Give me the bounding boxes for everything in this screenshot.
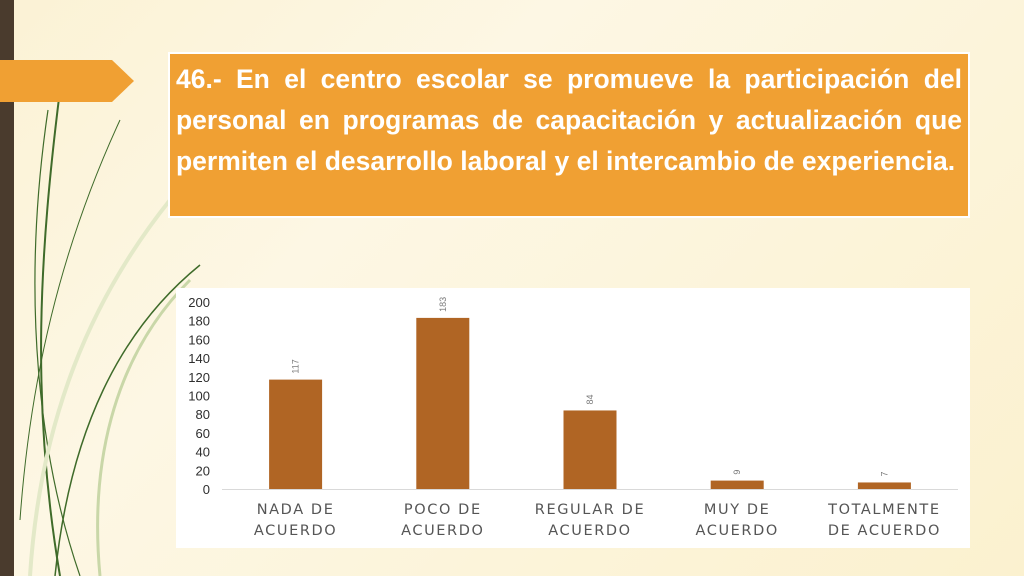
bar-data-label: 117 — [291, 359, 301, 373]
y-tick-label: 140 — [188, 351, 210, 366]
bar — [710, 480, 764, 489]
x-category-label: REGULAR DE ACUERDO — [525, 500, 655, 542]
y-tick-label: 80 — [196, 407, 210, 422]
x-category-line: TOTALMENTE — [828, 502, 941, 518]
y-tick-label: 20 — [196, 463, 210, 478]
y-tick-label: 200 — [188, 295, 210, 310]
x-category-line: ACUERDO — [695, 523, 779, 539]
bar-data-label: 183 — [438, 297, 448, 312]
bar — [269, 379, 323, 489]
orange-arrow-shape — [0, 60, 134, 102]
x-category-line: ACUERDO — [253, 523, 338, 539]
y-tick-label: 40 — [196, 445, 210, 460]
bar-data-label: 84 — [585, 394, 595, 404]
y-tick-label: 100 — [188, 389, 210, 404]
x-category-line: NADA DE — [256, 502, 335, 518]
x-category-line: MUY DE — [703, 502, 771, 518]
y-tick-label: 0 — [203, 482, 210, 497]
title-box: 46.- En el centro escolar se promueve la… — [168, 52, 970, 218]
x-category-line: ACUERDO — [548, 523, 632, 539]
y-tick-label: 180 — [188, 314, 210, 329]
bar — [857, 482, 911, 489]
x-category-line: DE ACUERDO — [827, 523, 941, 539]
x-category-line: REGULAR DE — [534, 502, 646, 518]
x-category-line: ACUERDO — [401, 523, 485, 539]
x-category-line: POCO DE — [403, 502, 482, 518]
y-tick-label: 160 — [188, 332, 210, 347]
left-accent-bar — [0, 0, 14, 576]
bar — [416, 317, 470, 489]
chart-panel: 0 20 40 60 80 100 120 140 160 180 200 117 183 84 9 7 NA… — [176, 288, 970, 548]
slide-title: 46.- En el centro escolar se promueve la… — [176, 64, 962, 176]
y-tick-label: 60 — [196, 426, 210, 441]
bar-chart: 0 20 40 60 80 100 120 140 160 180 200 117 183 84 9 7 — [188, 295, 958, 497]
x-category-label: TOTALMENTE DE ACUERDO — [819, 500, 949, 542]
bar-data-label: 7 — [879, 471, 889, 476]
y-tick-label: 120 — [188, 370, 210, 385]
bar-data-label: 9 — [732, 470, 742, 475]
bar — [563, 410, 617, 489]
x-category-label: MUY DE ACUERDO — [672, 500, 802, 542]
x-category-label: NADA DE ACUERDO — [231, 500, 361, 542]
x-category-label: POCO DE ACUERDO — [378, 500, 508, 542]
